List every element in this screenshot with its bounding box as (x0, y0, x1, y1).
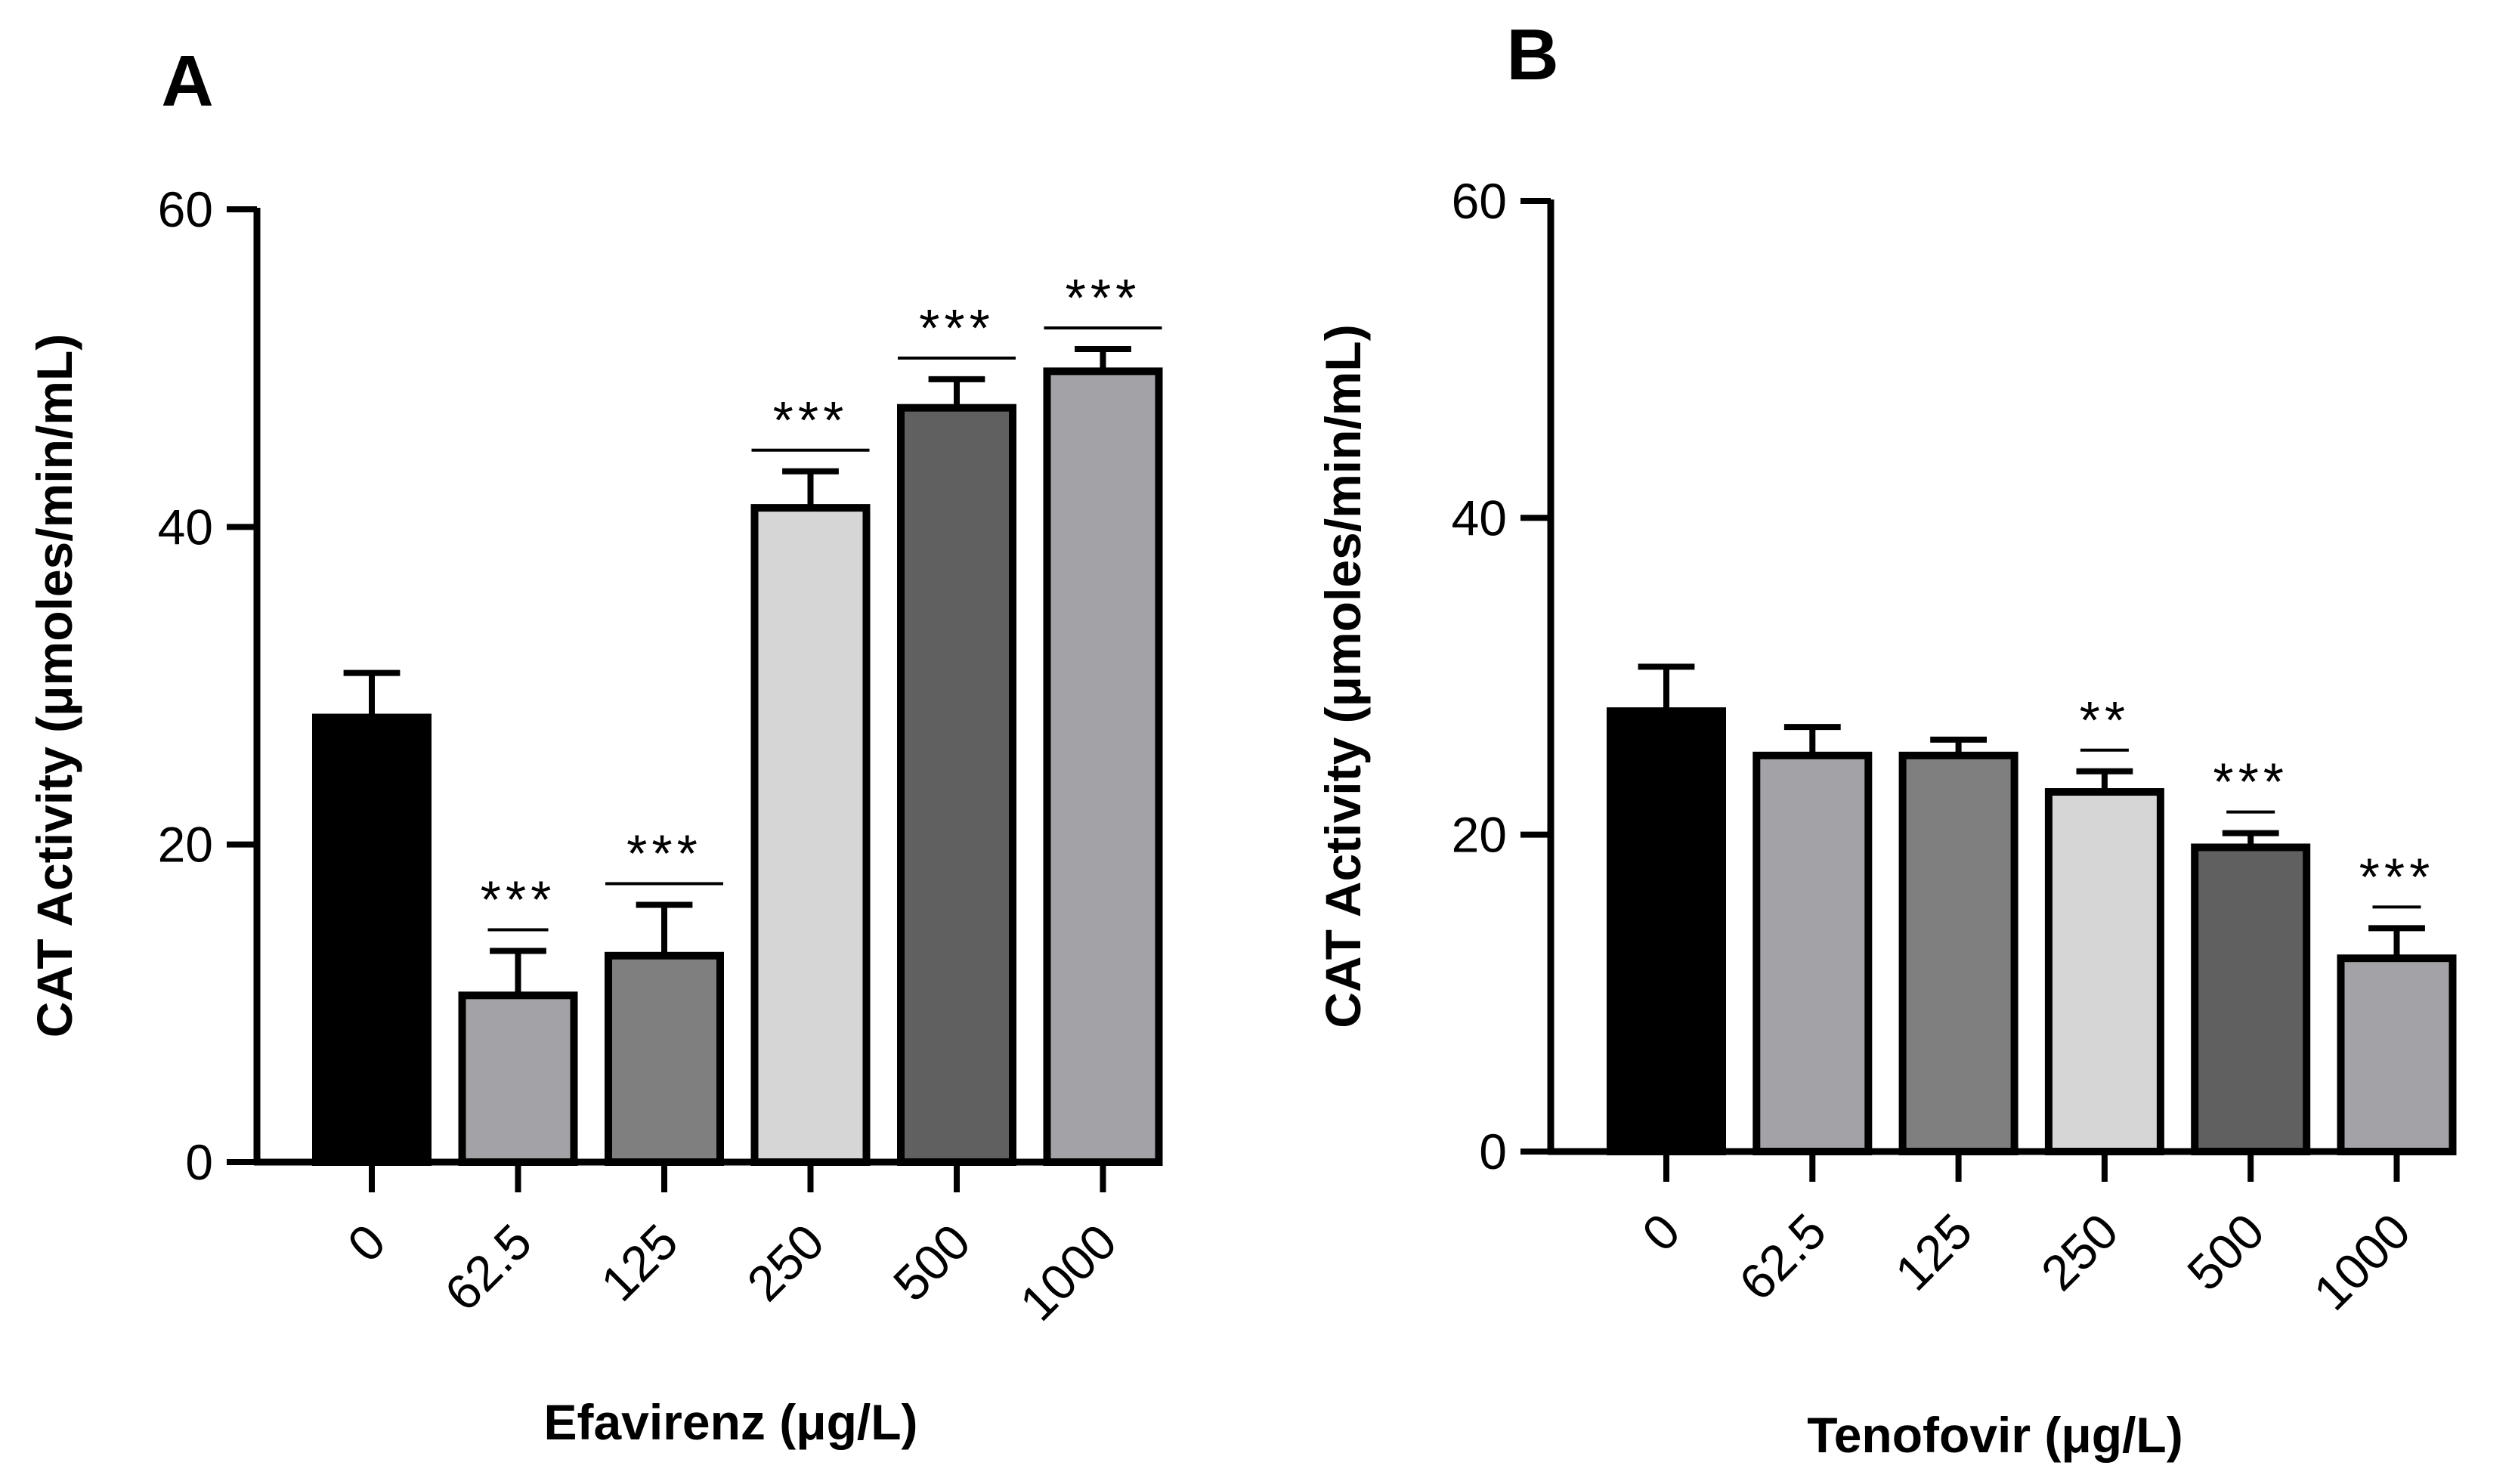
bar-1000 (2337, 954, 2457, 1155)
y-tick-label: 40 (1452, 490, 1507, 546)
bar-125 (1898, 751, 2018, 1155)
panel-a: A 0 *** 62.5 *** 125 *** 250 *** 500 *** 1000 0 20 40 6… (26, 41, 1163, 1450)
bar-500 (897, 403, 1016, 1166)
bar-0 (1607, 707, 1726, 1155)
significance-marker: *** (626, 824, 702, 883)
y-axis-title: CAT Activity (μmoles/min/mL) (26, 334, 82, 1037)
x-tick-label: 62.5 (434, 1213, 542, 1322)
y-tick-label: 60 (158, 181, 213, 237)
y-tick-label: 20 (1452, 807, 1507, 863)
bar-0 (312, 713, 432, 1166)
significance-marker: *** (1066, 268, 1141, 327)
bar-250 (2044, 788, 2164, 1155)
x-tick-label: 125 (590, 1213, 688, 1312)
y-tick-label: 40 (158, 499, 213, 555)
significance-marker: *** (2359, 847, 2435, 906)
panel-b: B 0 62.5 125 ** 250 *** 500 *** 1000 0 20 40 60 CAT Ac… (1315, 14, 2457, 1463)
x-axis-title: Efavirenz (μg/L) (543, 1394, 917, 1450)
panel-letter: A (161, 41, 213, 122)
y-tick-label: 20 (158, 817, 213, 873)
significance-marker: *** (773, 391, 849, 450)
y-tick-label: 0 (1479, 1124, 1507, 1179)
significance-marker: ** (2080, 691, 2130, 750)
y-tick-label: 0 (185, 1134, 213, 1190)
y-tick-label: 60 (1452, 173, 1507, 229)
x-tick-label: 125 (1884, 1203, 1982, 1301)
x-tick-label: 250 (2031, 1203, 2129, 1301)
bar-500 (2191, 843, 2311, 1155)
x-tick-label: 500 (2176, 1203, 2275, 1301)
panel-letter: B (1506, 14, 1558, 95)
x-tick-label: 1000 (1009, 1213, 1127, 1331)
bar-1000 (1043, 367, 1163, 1166)
bar-62.5 (458, 991, 578, 1166)
significance-marker: *** (2213, 753, 2288, 812)
x-tick-label: 0 (337, 1213, 396, 1272)
x-tick-label: 0 (1632, 1203, 1691, 1262)
x-tick-label: 500 (883, 1213, 981, 1312)
y-axis-title: CAT Activity (μmoles/min/mL) (1315, 324, 1371, 1028)
bar-250 (750, 504, 871, 1166)
x-axis-title: Tenofovir (μg/L) (1807, 1407, 2182, 1463)
significance-marker: *** (919, 298, 995, 357)
significance-marker: *** (481, 870, 556, 929)
x-tick-label: 1000 (2303, 1203, 2421, 1321)
bar-62.5 (1752, 751, 1873, 1155)
bar-125 (605, 951, 724, 1166)
x-tick-label: 62.5 (1728, 1203, 1836, 1311)
x-tick-label: 250 (736, 1213, 834, 1312)
